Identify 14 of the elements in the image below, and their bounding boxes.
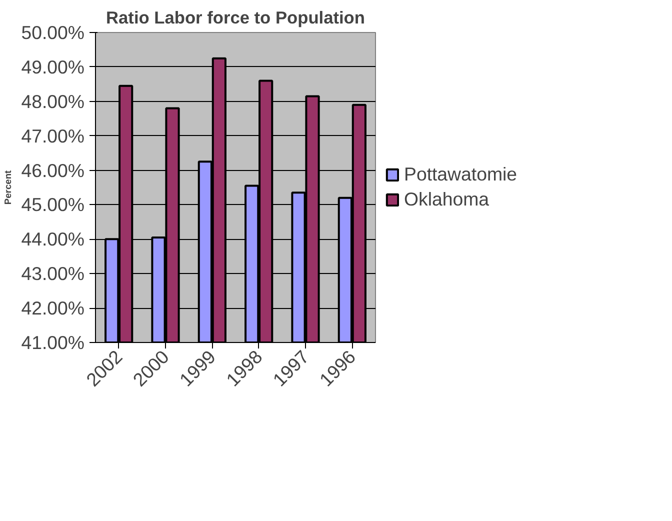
- y-tick-label: 48.00%: [21, 90, 85, 112]
- y-tick-label: 41.00%: [21, 332, 85, 353]
- y-tick-label: 43.00%: [21, 263, 85, 284]
- y-tick-label: 45.00%: [21, 194, 85, 216]
- legend-label: Oklahoma: [404, 188, 490, 210]
- y-tick-label: 42.00%: [21, 298, 85, 319]
- y-tick-label: 46.00%: [21, 160, 85, 181]
- y-tick-label: 44.00%: [21, 228, 85, 250]
- y-tick-label: 47.00%: [21, 125, 85, 146]
- chart-title: Ratio Labor force to Population: [106, 8, 365, 28]
- y-tick-label: 49.00%: [21, 56, 85, 78]
- legend-label: Pottawatomie: [404, 164, 518, 186]
- y-tick-label: 50.00%: [21, 22, 85, 43]
- y-axis-title: Percent: [3, 170, 14, 205]
